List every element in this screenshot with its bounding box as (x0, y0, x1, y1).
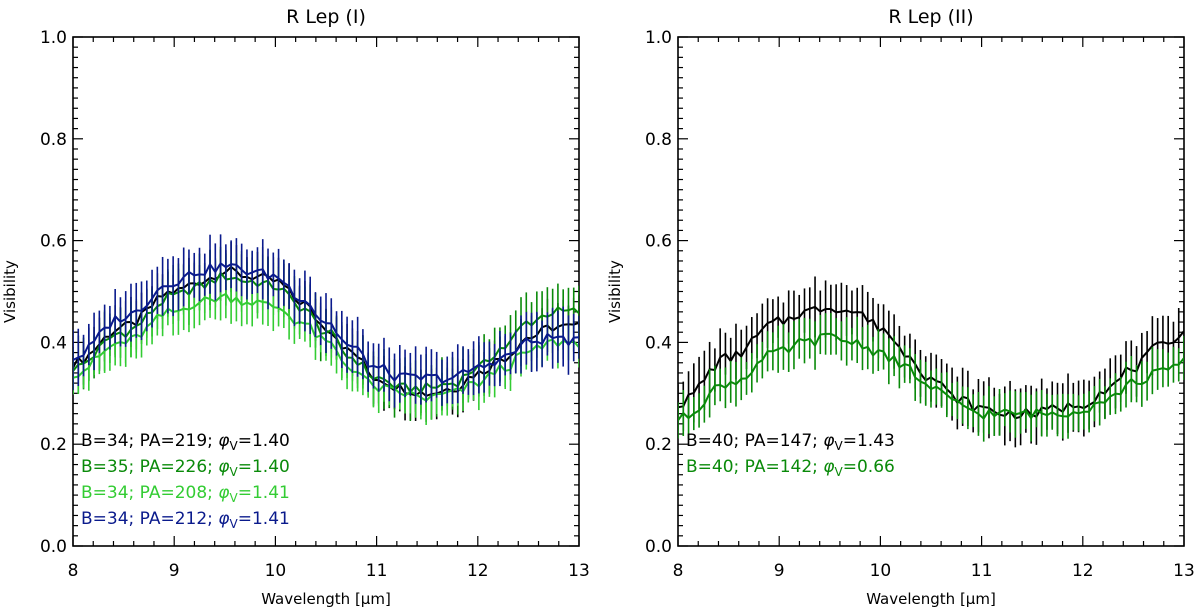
legend-baseline: B=34; (81, 509, 140, 529)
y-tick-label: 0.2 (40, 435, 67, 455)
legend-phase: =1.41 (238, 483, 290, 503)
legend-pa: PA=212; (140, 509, 219, 529)
chart-panel-1: 8 9 10 11 12 13 0.0 0.2 0.4 0.6 0.8 1.0 R Lep (I) Wav… (1, 6, 590, 608)
y-tick-label: 0.0 (645, 537, 672, 557)
x-tick-label: 13 (1173, 561, 1195, 581)
plot-area (678, 276, 1184, 448)
x-tick-label: 8 (68, 561, 79, 581)
legend-phi-symbol: φ (218, 431, 230, 451)
x-tick-label: 13 (568, 561, 590, 581)
legend-phase: =1.40 (238, 431, 290, 451)
legend-entry-2: B=40; PA=142; φV=0.66 (686, 457, 895, 479)
legend-phi-subscript: V (230, 439, 239, 453)
x-axis-label: Wavelength [μm] (866, 590, 996, 608)
series-line (678, 332, 1184, 421)
legend-phase: =1.43 (843, 431, 895, 451)
legend-pa: PA=226; (140, 457, 219, 477)
legend-entry-1: B=40; PA=147; φV=1.43 (686, 431, 895, 453)
legend-phi-subscript: V (835, 465, 844, 479)
y-tick-label: 0.4 (645, 333, 672, 353)
series-1 (678, 276, 1184, 448)
x-tick-label: 9 (774, 561, 785, 581)
legend-phi-symbol: φ (823, 431, 835, 451)
legend-pa: PA=219; (140, 431, 219, 451)
series-line (73, 261, 579, 385)
y-axis-label: Visibility (1, 260, 19, 323)
series-4 (73, 234, 579, 408)
legend-baseline: B=34; (81, 483, 140, 503)
legend-pa: PA=142; (745, 457, 824, 477)
y-tick-label: 1.0 (645, 28, 672, 48)
chart-title: R Lep (I) (286, 6, 366, 28)
legend-pa: PA=208; (140, 483, 219, 503)
legend-phi-subscript: V (230, 491, 239, 505)
y-axis-label: Visibility (606, 260, 624, 323)
legend-pa: PA=147; (745, 431, 824, 451)
plot-area (73, 234, 579, 425)
y-tick-label: 0.4 (40, 333, 67, 353)
y-tick-label: 0.8 (645, 130, 672, 150)
legend-phi-subscript: V (230, 465, 239, 479)
legend-phi-subscript: V (835, 439, 844, 453)
legend-phi-symbol: φ (218, 509, 230, 529)
x-tick-label: 10 (870, 561, 892, 581)
x-tick-label: 10 (265, 561, 287, 581)
chart-title: R Lep (II) (888, 6, 973, 28)
legend-phase: =1.41 (238, 509, 290, 529)
legend-phi-symbol: φ (218, 483, 230, 503)
legend-baseline: B=40; (686, 431, 745, 451)
chart-panel-2: 8 9 10 11 12 13 0.0 0.2 0.4 0.6 0.8 1.0 R Lep (II) Wa… (606, 6, 1195, 608)
y-tick-label: 0.8 (40, 130, 67, 150)
legend-entry-2: B=35; PA=226; φV=1.40 (81, 457, 290, 479)
legend-entry-4: B=34; PA=212; φV=1.41 (81, 509, 290, 531)
y-tick-label: 1.0 (40, 28, 67, 48)
legend-baseline: B=34; (81, 431, 140, 451)
y-tick-label: 0.2 (645, 435, 672, 455)
legend-baseline: B=40; (686, 457, 745, 477)
legend-entry-1: B=34; PA=219; φV=1.40 (81, 431, 290, 453)
x-axis-label: Wavelength [μm] (261, 590, 391, 608)
legend-baseline: B=35; (81, 457, 140, 477)
x-tick-label: 12 (1072, 561, 1094, 581)
y-tick-label: 0.6 (645, 232, 672, 252)
x-tick-label: 11 (366, 561, 388, 581)
legend-phi-symbol: φ (823, 457, 835, 477)
legend-entry-3: B=34; PA=208; φV=1.41 (81, 483, 290, 505)
legend-phi-symbol: φ (218, 457, 230, 477)
legend-phase: =0.66 (843, 457, 895, 477)
series-2 (678, 313, 1184, 442)
y-tick-label: 0.6 (40, 232, 67, 252)
y-tick-label: 0.0 (40, 537, 67, 557)
legend-phi-subscript: V (230, 517, 239, 531)
x-tick-label: 12 (467, 561, 489, 581)
legend-phase: =1.40 (238, 457, 290, 477)
x-tick-label: 8 (673, 561, 684, 581)
x-tick-label: 9 (169, 561, 180, 581)
x-tick-label: 11 (971, 561, 993, 581)
